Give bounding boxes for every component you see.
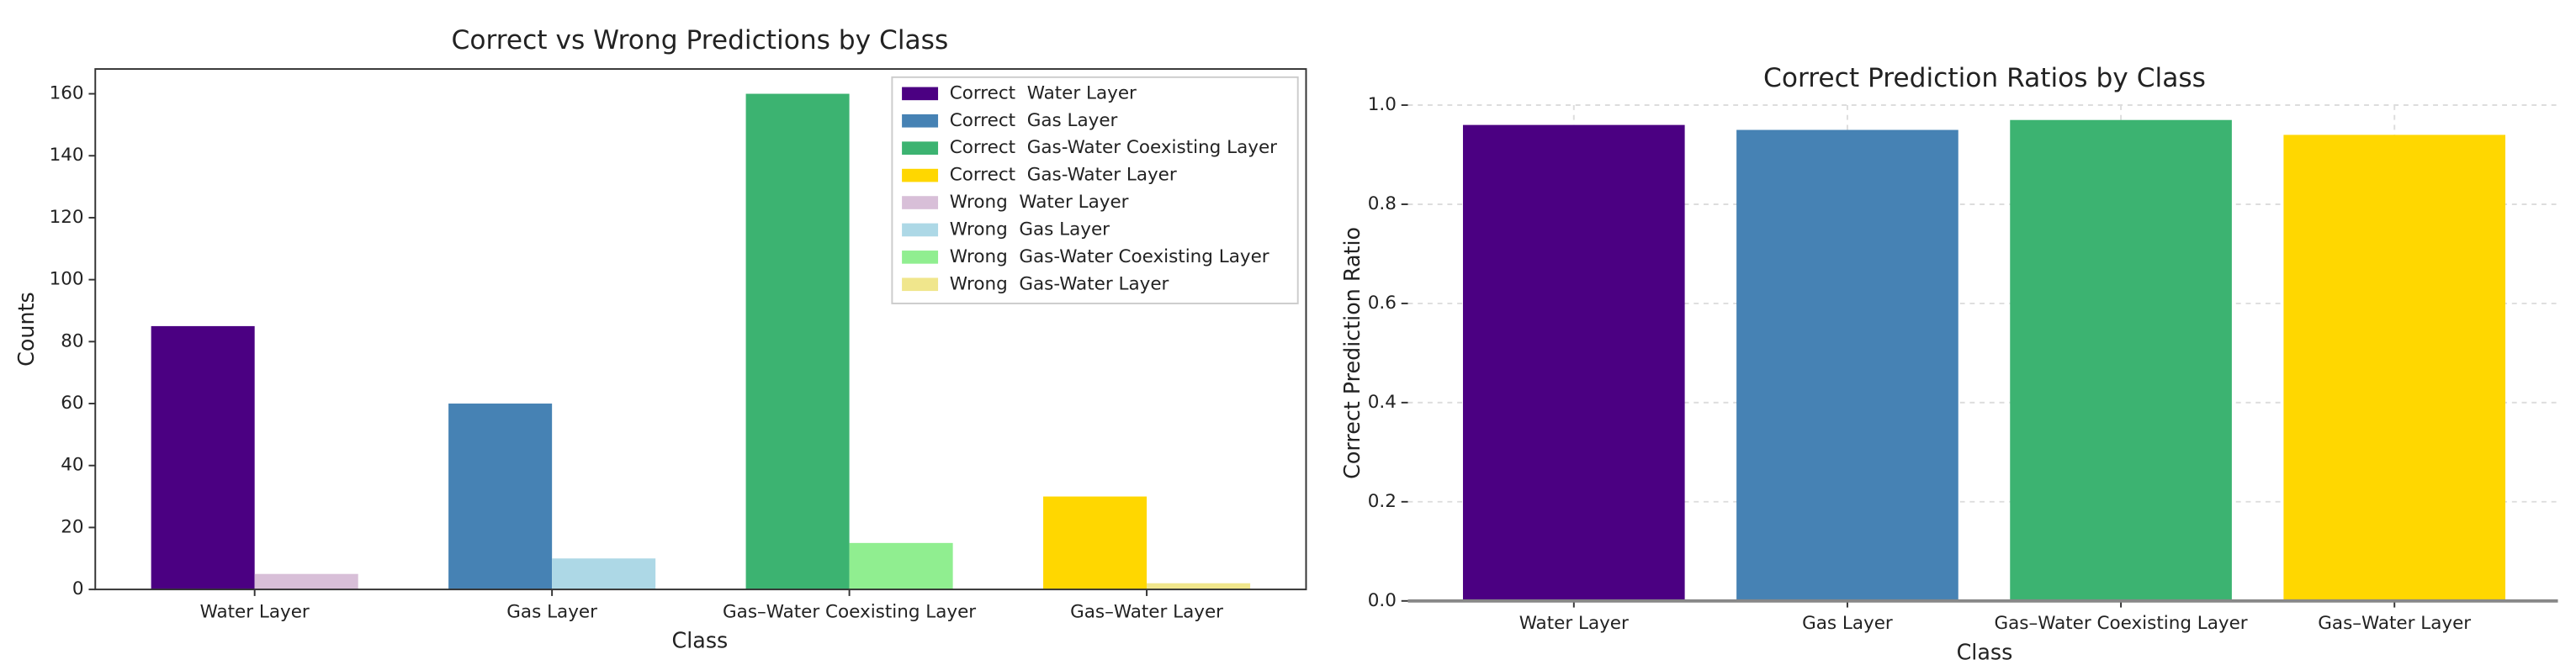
- legend-swatch: [902, 196, 939, 209]
- legend-swatch: [902, 223, 939, 237]
- bar: [2010, 119, 2232, 601]
- x-axis-label: Class: [672, 628, 729, 653]
- y-tick-label: 0.0: [1368, 590, 1397, 611]
- x-tick-label: Gas Layer: [506, 601, 597, 622]
- legend-swatch: [902, 113, 939, 128]
- bar: [552, 558, 656, 590]
- y-tick-label: 60: [61, 393, 83, 414]
- y-axis-label: Correct Prediction Ratio: [1339, 227, 1365, 479]
- y-tick-label: 100: [50, 269, 84, 290]
- bar: [1043, 496, 1148, 590]
- legend-swatch: [902, 168, 939, 182]
- y-tick-label: 80: [61, 330, 83, 351]
- legend-label: Correct Water Layer: [950, 82, 1137, 103]
- chart-title: Correct Prediction Ratios by Class: [1763, 63, 2206, 93]
- y-tick-label: 20: [61, 516, 83, 537]
- x-tick-label: Gas–Water Coexisting Layer: [723, 601, 976, 622]
- y-tick-label: 120: [50, 207, 84, 228]
- y-tick-label: 0.8: [1368, 193, 1397, 214]
- bar: [745, 93, 850, 590]
- legend-label: Correct Gas-Water Coexisting Layer: [950, 137, 1277, 158]
- y-axis-label: Counts: [13, 292, 39, 367]
- legend-label: Wrong Water Layer: [950, 192, 1129, 213]
- y-tick-label: 0.2: [1368, 491, 1397, 512]
- bar: [254, 573, 358, 590]
- y-tick-label: 0.6: [1368, 293, 1397, 314]
- y-tick-label: 0.4: [1368, 392, 1397, 413]
- x-tick-label: Gas Layer: [1802, 613, 1893, 634]
- legend-label: Correct Gas Layer: [950, 110, 1118, 131]
- legend-label: Wrong Gas-Water Layer: [950, 273, 1169, 294]
- legend-swatch: [902, 251, 939, 264]
- legend-box: [891, 76, 1299, 304]
- y-tick-label: 140: [50, 145, 84, 166]
- bar: [2283, 135, 2506, 601]
- x-tick-label: Gas–Water Layer: [1070, 601, 1223, 622]
- y-tick-label: 160: [50, 83, 84, 104]
- bar: [1736, 129, 1959, 601]
- x-axis-label: Class: [1957, 639, 2013, 664]
- y-tick-label: 40: [61, 455, 83, 476]
- x-tick-label: Water Layer: [1519, 613, 1629, 634]
- y-tick-label: 1.0: [1368, 94, 1397, 115]
- legend-label: Wrong Gas-Water Coexisting Layer: [950, 246, 1269, 267]
- bar: [151, 325, 255, 590]
- bar: [1147, 583, 1251, 590]
- legend-swatch: [902, 141, 939, 156]
- x-tick-label: Gas–Water Layer: [2318, 613, 2471, 634]
- bar: [849, 542, 953, 590]
- bar: [448, 404, 553, 590]
- legend-label: Wrong Gas Layer: [950, 219, 1110, 240]
- axes-frame: [94, 68, 1307, 591]
- legend-swatch: [902, 277, 939, 292]
- legend-swatch: [902, 87, 939, 101]
- x-tick-label: Water Layer: [200, 601, 310, 622]
- chart-title: Correct vs Wrong Predictions by Class: [452, 25, 949, 55]
- y-tick-label: 0: [72, 578, 84, 599]
- x-tick-label: Gas–Water Coexisting Layer: [1995, 613, 2248, 634]
- legend-label: Correct Gas-Water Layer: [950, 165, 1177, 186]
- bar: [1462, 124, 1685, 601]
